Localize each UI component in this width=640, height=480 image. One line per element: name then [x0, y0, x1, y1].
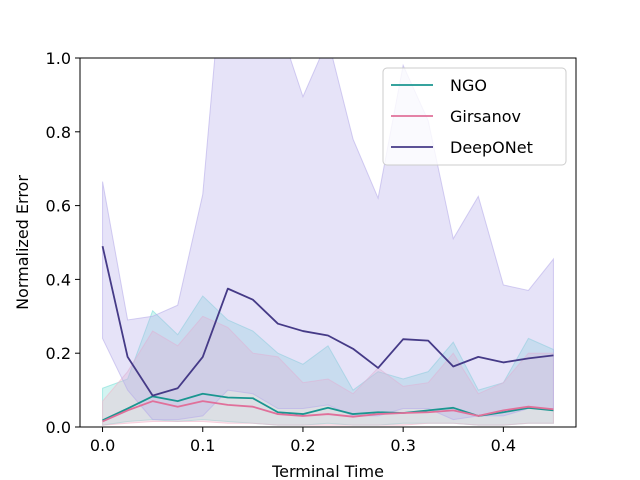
- legend: NGO Girsanov DeepONet: [382, 67, 567, 166]
- series-lines: [101, 245, 554, 423]
- x-tick-label: 0.4: [491, 436, 516, 455]
- band-girsanov: [102, 315, 554, 426]
- y-tick-label: 0.8: [46, 123, 71, 142]
- x-axis-ticks: 0.0 0.1 0.2 0.3 0.4: [90, 427, 516, 455]
- y-tick-label: 1.0: [46, 49, 71, 68]
- y-tick-label: 0.0: [46, 418, 71, 437]
- legend-label-ngo: NGO: [450, 76, 487, 95]
- y-tick-label: 0.4: [46, 270, 71, 289]
- legend-box: [382, 67, 567, 166]
- legend-label-girsanov: Girsanov: [450, 107, 521, 126]
- legend-label-deeponet: DeepONet: [450, 138, 533, 157]
- x-tick-label: 0.0: [90, 436, 115, 455]
- x-tick-label: 0.3: [390, 436, 415, 455]
- y-axis-label: Normalized Error: [13, 175, 32, 310]
- line-girsanov: [102, 400, 554, 423]
- x-axis-label: Terminal Time: [271, 462, 384, 480]
- plot-frame: [79, 57, 577, 428]
- confidence-bands: [102, 58, 554, 426]
- x-tick-label: 0.2: [290, 436, 315, 455]
- y-axis-ticks: 0.0 0.2 0.4 0.6 0.8 1.0: [46, 49, 80, 437]
- x-tick-label: 0.1: [190, 436, 215, 455]
- y-tick-label: 0.6: [46, 197, 71, 216]
- line-deeponet: [101, 245, 554, 397]
- y-tick-label: 0.2: [46, 344, 71, 363]
